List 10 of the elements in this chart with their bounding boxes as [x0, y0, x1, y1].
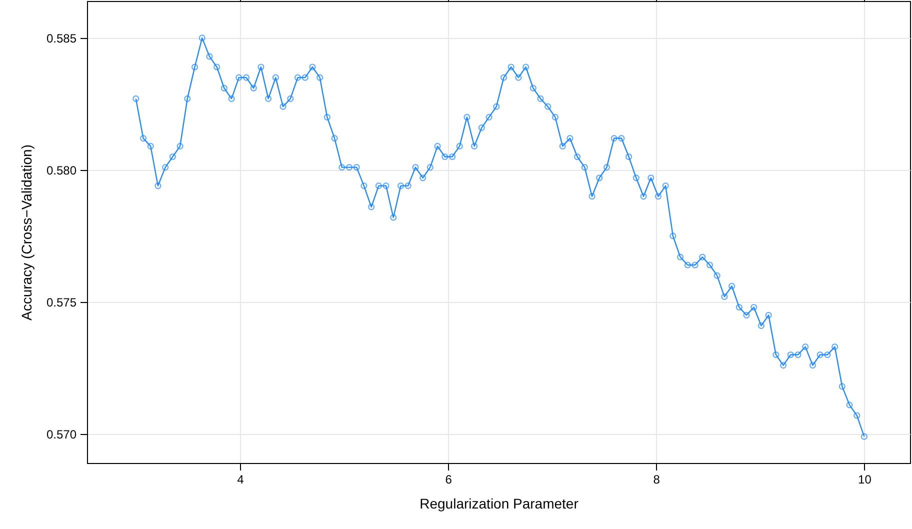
- y-tick-label: 0.575: [46, 295, 77, 310]
- y-tick-label: 0.585: [46, 31, 77, 46]
- x-tick-label: 6: [445, 472, 452, 486]
- x-axis-title: Regularization Parameter: [420, 496, 579, 512]
- x-tick-label: 10: [858, 472, 872, 486]
- y-tick-label: 0.570: [46, 427, 77, 442]
- y-axis-title: Accuracy (Cross−Validation): [18, 144, 34, 320]
- y-tick-label: 0.580: [46, 163, 77, 178]
- x-tick-label: 8: [653, 472, 660, 486]
- x-tick-label: 4: [237, 472, 244, 486]
